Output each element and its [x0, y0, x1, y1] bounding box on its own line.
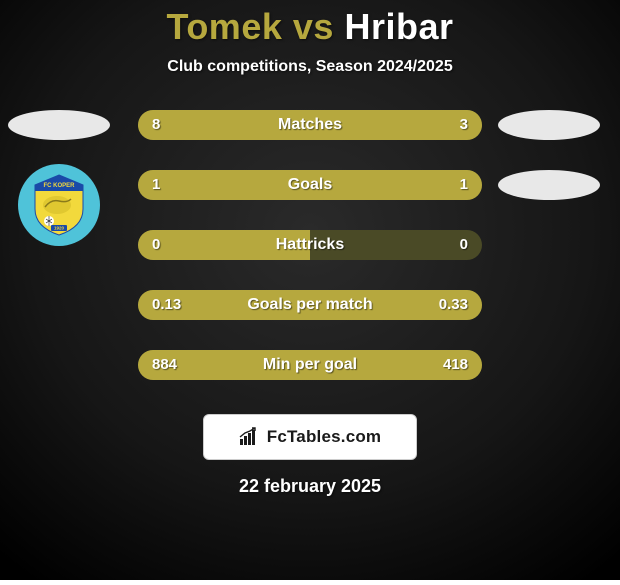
player1-blob	[8, 110, 110, 140]
stat-bar: 0.13 0.33 Goals per match	[138, 290, 482, 320]
player1-name: Tomek	[167, 6, 283, 47]
subtitle: Club competitions, Season 2024/2025	[0, 58, 620, 76]
svg-text:FC KOPER: FC KOPER	[43, 183, 75, 189]
stat-row: 0 0 Hattricks	[0, 230, 620, 276]
stat-label: Goals per match	[138, 290, 482, 320]
vs-separator: vs	[293, 6, 334, 47]
stat-bar: 884 418 Min per goal	[138, 350, 482, 380]
stat-row: 8 3 Matches	[0, 110, 620, 156]
stat-label: Matches	[138, 110, 482, 140]
player2-blob	[498, 170, 600, 200]
stat-bar: 1 1 Goals	[138, 170, 482, 200]
stat-row: 884 418 Min per goal	[0, 350, 620, 396]
date: 22 february 2025	[0, 476, 620, 497]
player2-name: Hribar	[344, 6, 453, 47]
stat-label: Min per goal	[138, 350, 482, 380]
bar-chart-icon	[239, 427, 261, 447]
site-badge[interactable]: FcTables.com	[203, 414, 417, 460]
player2-blob	[498, 110, 600, 140]
page-title: Tomek vs Hribar	[0, 0, 620, 48]
stat-label: Goals	[138, 170, 482, 200]
site-name: FcTables.com	[267, 427, 382, 447]
stat-row: FC KOPER 1920 1 1 Goals	[0, 170, 620, 216]
stat-label: Hattricks	[138, 230, 482, 260]
stat-bar: 0 0 Hattricks	[138, 230, 482, 260]
stat-row: 0.13 0.33 Goals per match	[0, 290, 620, 336]
stat-bar: 8 3 Matches	[138, 110, 482, 140]
